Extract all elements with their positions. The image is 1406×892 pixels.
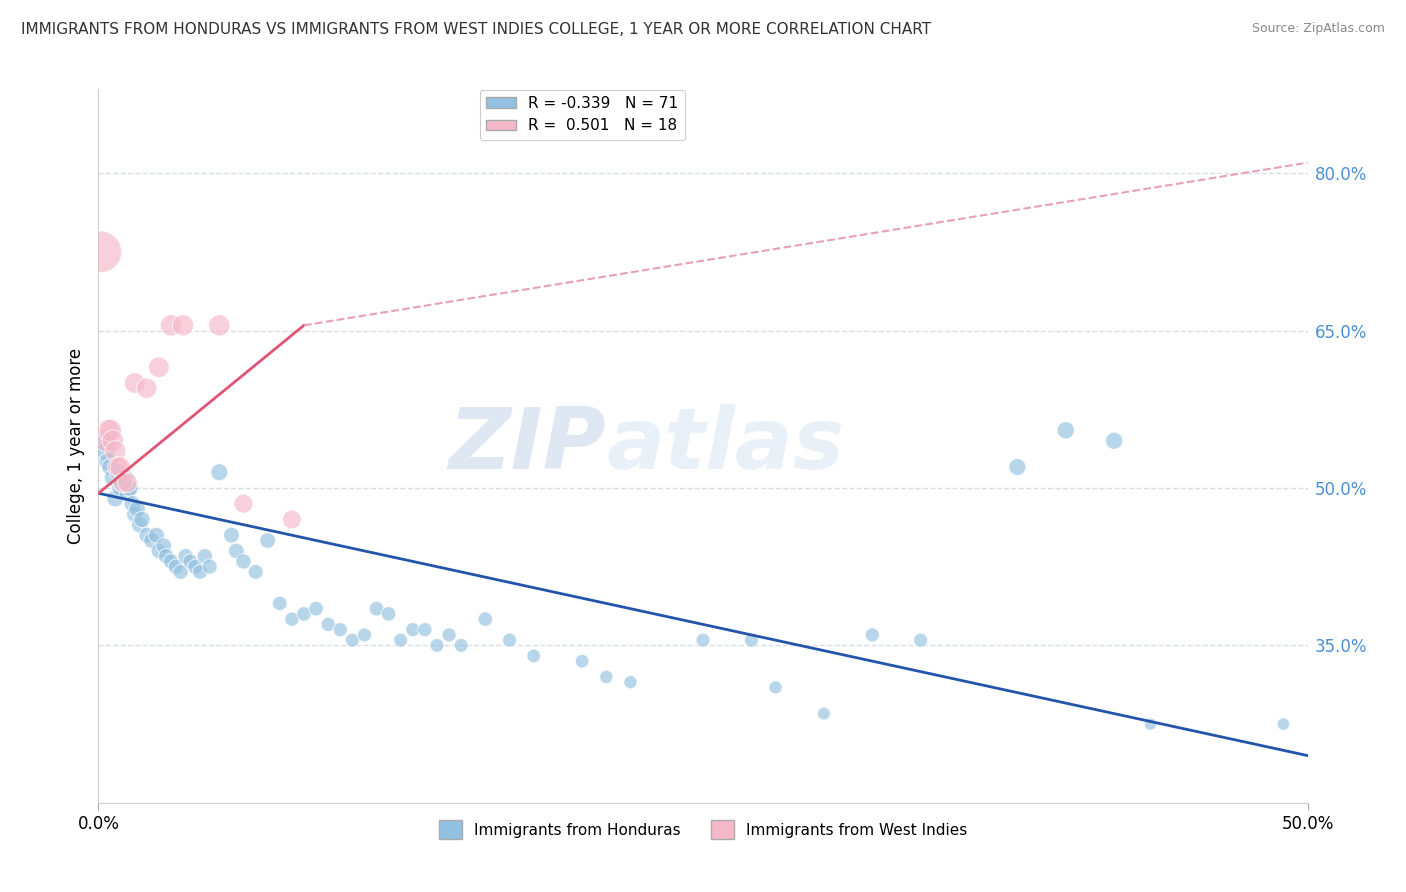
Point [595,670,617,684]
Point [104,444,127,458]
Point [498,633,520,648]
Point [108,460,131,475]
Point [329,623,352,637]
Point [813,706,835,721]
Point [101,434,124,448]
Point [225,544,247,558]
Point [145,528,167,542]
Point [208,318,231,333]
Point [1139,717,1161,731]
Point [305,601,328,615]
Point [232,497,254,511]
Point [111,475,134,490]
Point [619,675,641,690]
Point [188,565,211,579]
Point [94,444,117,458]
Point [256,533,278,548]
Legend: Immigrants from Honduras, Immigrants from West Indies: Immigrants from Honduras, Immigrants fro… [433,814,973,845]
Point [90,434,112,448]
Point [353,628,375,642]
Point [104,491,127,506]
Point [117,475,139,490]
Point [124,507,146,521]
Text: ZIP: ZIP [449,404,606,488]
Point [571,654,593,668]
Point [172,318,194,333]
Point [131,512,153,526]
Point [97,423,120,437]
Point [152,539,174,553]
Point [269,596,291,610]
Point [174,549,197,564]
Point [692,633,714,648]
Point [101,470,124,484]
Point [740,633,762,648]
Point [118,481,141,495]
Y-axis label: College, 1 year or more: College, 1 year or more [66,348,84,544]
Point [184,559,207,574]
Text: IMMIGRANTS FROM HONDURAS VS IMMIGRANTS FROM WEST INDIES COLLEGE, 1 YEAR OR MORE : IMMIGRANTS FROM HONDURAS VS IMMIGRANTS F… [21,22,931,37]
Point [1054,423,1077,437]
Point [342,633,364,648]
Point [128,517,150,532]
Point [245,565,267,579]
Point [232,554,254,568]
Point [179,554,201,568]
Point [860,628,883,642]
Point [160,318,183,333]
Point [148,544,170,558]
Point [316,617,339,632]
Point [1007,460,1029,475]
Point [292,607,315,621]
Point [90,244,112,259]
Point [114,470,136,484]
Point [1272,717,1295,731]
Point [135,381,157,395]
Point [165,559,187,574]
Point [765,681,787,695]
Point [121,497,143,511]
Point [141,533,163,548]
Point [107,465,129,479]
Point [426,639,449,653]
Point [97,455,120,469]
Point [1102,434,1125,448]
Point [100,423,122,437]
Point [117,486,139,500]
Point [160,554,183,568]
Point [194,549,217,564]
Point [523,648,546,663]
Point [124,376,146,390]
Point [377,607,399,621]
Point [221,528,243,542]
Point [402,623,425,637]
Point [100,460,122,475]
Point [208,465,231,479]
Point [111,475,134,490]
Point [366,601,388,615]
Point [169,565,191,579]
Point [94,434,117,448]
Point [148,360,170,375]
Point [155,549,177,564]
Point [474,612,496,626]
Point [450,639,472,653]
Point [281,612,304,626]
Point [198,559,221,574]
Point [281,512,304,526]
Point [437,628,460,642]
Text: atlas: atlas [606,404,845,488]
Point [107,460,129,475]
Text: Source: ZipAtlas.com: Source: ZipAtlas.com [1251,22,1385,36]
Point [413,623,436,637]
Point [135,528,157,542]
Point [910,633,932,648]
Point [389,633,412,648]
Point [108,481,131,495]
Point [127,502,149,516]
